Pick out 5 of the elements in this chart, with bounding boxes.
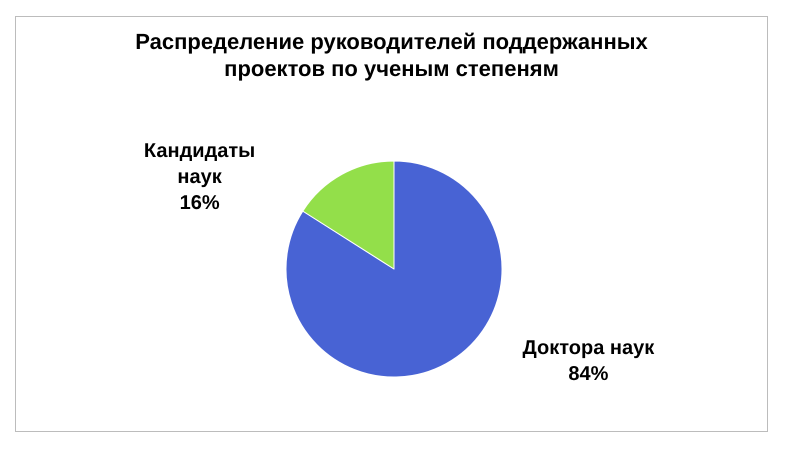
chart-title: Распределение руководителей поддержанных проектов по ученым степеням bbox=[135, 29, 649, 81]
data-label: 16% bbox=[180, 192, 220, 214]
data-label: 84% bbox=[568, 362, 609, 385]
slice-label: Доктора наук bbox=[522, 336, 656, 359]
slice-label: Кандидаты наук bbox=[144, 140, 256, 188]
